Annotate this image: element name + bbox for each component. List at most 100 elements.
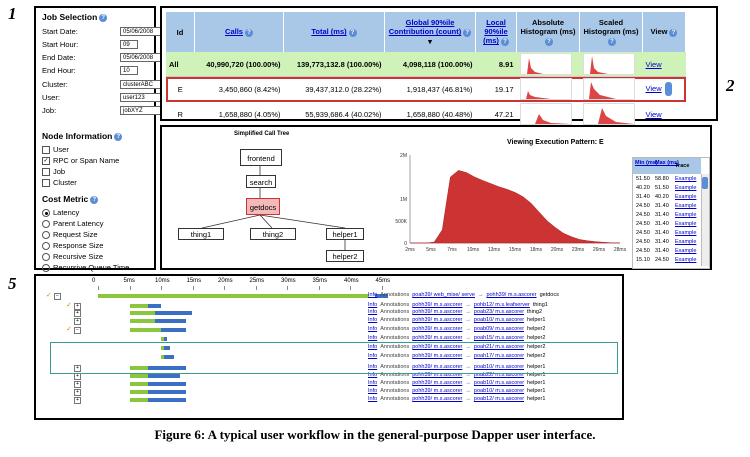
node-option-rpc[interactable]: ✓ RPC or Span Name xyxy=(42,156,120,166)
table-row[interactable]: All 40,990,720 (100.00%) 139,773,132.8 (… xyxy=(166,52,686,77)
service-link[interactable]: pohh39/ m.s.ascorer xyxy=(412,309,463,315)
span-bar-server[interactable] xyxy=(129,328,161,332)
annotations-label[interactable]: Annotations xyxy=(380,335,410,341)
scroll-thumb[interactable] xyxy=(702,177,708,189)
help-icon[interactable]: ? xyxy=(463,28,472,37)
checkbox-checked[interactable]: ✓ xyxy=(42,157,50,166)
span-bar-server[interactable] xyxy=(129,382,149,386)
trace-row[interactable]: 24.50 31.40 Example xyxy=(633,221,701,230)
expand-icon[interactable]: + xyxy=(74,397,81,404)
col-global[interactable]: Global 90%ile Contribution (count) ? ▾ xyxy=(384,12,476,52)
node-option-user[interactable]: User xyxy=(42,145,69,155)
view-link[interactable]: View xyxy=(645,83,662,93)
tree-node-getdocs[interactable]: getdocs xyxy=(246,198,280,215)
span-bar-client[interactable] xyxy=(148,390,187,394)
help-icon[interactable]: ? xyxy=(90,195,99,204)
expand-icon[interactable]: + xyxy=(74,381,81,388)
start-hour-input[interactable]: 09 xyxy=(120,40,138,49)
trace-example-link[interactable]: Example xyxy=(675,248,697,254)
info-link[interactable]: Info xyxy=(368,292,378,298)
annotations-label[interactable]: Annotations xyxy=(380,292,410,298)
expand-icon[interactable]: + xyxy=(74,318,81,325)
metric-request-size[interactable]: Request Size xyxy=(42,230,98,240)
metric-parent-latency[interactable]: Parent Latency xyxy=(42,219,103,229)
trace-row[interactable]: 24.50 31.40 Example xyxy=(633,239,701,248)
trace-row[interactable]: 24.50 31.40 Example xyxy=(633,212,701,221)
radio[interactable] xyxy=(42,220,50,229)
help-icon[interactable]: ? xyxy=(500,37,509,46)
help-icon[interactable]: ? xyxy=(608,37,616,46)
expand-icon[interactable]: + xyxy=(74,365,81,372)
span-bar-server[interactable] xyxy=(129,398,149,402)
service-link[interactable]: pohh39/ m.s.ascorer xyxy=(412,388,463,394)
service-link[interactable]: pohh39/ m.s.ascorer xyxy=(412,302,463,308)
trace-example-link[interactable]: Example xyxy=(675,257,697,263)
timeline-row[interactable]: + Info Annotations pohh39/ m.s.ascorer → poab… xyxy=(44,317,616,325)
span-bar-server[interactable] xyxy=(98,294,369,298)
rpc-link[interactable]: poab10/ m.s.ascorer xyxy=(473,364,525,370)
span-bar-client[interactable] xyxy=(164,346,171,350)
expand-icon[interactable]: + xyxy=(74,373,81,380)
info-link[interactable]: Info xyxy=(368,396,378,402)
span-bar-server[interactable] xyxy=(161,346,165,350)
timeline-row[interactable]: − ✓ Info Annotations pohh39/ m.s.ascorer → poa… xyxy=(44,326,616,334)
span-bar-server[interactable] xyxy=(129,311,155,315)
timeline-row[interactable]: Info Annotations pohh39/ m.s.ascorer → poah1… xyxy=(44,353,616,361)
rpc-link[interactable]: poab10/ m.s.ascorer xyxy=(473,388,525,394)
service-link[interactable]: pohh39/ m.s.ascorer xyxy=(412,380,463,386)
tree-node-thing2[interactable]: thing2 xyxy=(250,228,296,240)
info-link[interactable]: Info xyxy=(368,372,378,378)
timeline-row[interactable]: − ✓ Info Annotations poah39/ web_mise/ serve… xyxy=(44,292,616,300)
span-bar-client[interactable] xyxy=(375,294,388,298)
help-icon[interactable]: ? xyxy=(114,132,123,141)
annotations-label[interactable]: Annotations xyxy=(380,396,410,402)
span-bar-server[interactable] xyxy=(129,390,149,394)
table-row-selected[interactable]: E 3,450,860 (8.42%) 39,437,312.0 (28.22%… xyxy=(166,76,686,102)
collapse-icon[interactable]: − xyxy=(54,293,61,300)
rpc-link[interactable]: pohh39/ m.s.ascorer xyxy=(486,292,537,298)
sort-min-link[interactable]: Min (ms) xyxy=(635,160,658,166)
trace-example-link[interactable]: Example xyxy=(675,176,697,182)
span-bar-server[interactable] xyxy=(161,355,165,359)
annotations-label[interactable]: Annotations xyxy=(380,388,410,394)
trace-example-link[interactable]: Example xyxy=(675,230,697,236)
service-link[interactable]: pohh39/ m.s.ascorer xyxy=(412,364,463,370)
info-link[interactable]: Info xyxy=(368,380,378,386)
sort-calls-link[interactable]: Calls xyxy=(225,27,243,37)
rpc-link[interactable]: poab10/ m.s.ascorer xyxy=(473,317,525,323)
radio[interactable] xyxy=(42,231,50,240)
annotations-label[interactable]: Annotations xyxy=(380,344,410,350)
trace-row[interactable]: 24.50 31.40 Example xyxy=(633,230,701,239)
rpc-link[interactable]: poab22/ m.s.ascorer xyxy=(473,372,525,378)
rpc-link[interactable]: poab10/ m.s.ascorer xyxy=(473,380,525,386)
trace-row[interactable]: 51.50 58.80 Example xyxy=(633,176,701,185)
span-bar-server[interactable] xyxy=(161,337,165,341)
radio[interactable] xyxy=(42,242,50,251)
timeline-row[interactable]: + Info Annotations pohh39/ m.s.ascorer → poab… xyxy=(44,309,616,317)
info-link[interactable]: Info xyxy=(368,344,378,350)
tree-node-search[interactable]: search xyxy=(246,175,276,188)
node-option-cluster[interactable]: Cluster xyxy=(42,178,77,188)
service-link[interactable]: pohh39/ m.s.ascorer xyxy=(412,317,463,323)
metric-response-size[interactable]: Response Size xyxy=(42,241,103,251)
view-link[interactable]: View xyxy=(645,109,662,119)
span-bar-server[interactable] xyxy=(129,374,149,378)
tree-node-thing1[interactable]: thing1 xyxy=(178,228,224,240)
timeline-row[interactable]: + ✓ Info Annotations pohh39/ m.s.ascorer → poh… xyxy=(44,302,616,310)
info-link[interactable]: Info xyxy=(368,317,378,323)
timeline-row[interactable]: Info Annotations pohh39/ m.s.ascorer → poah2… xyxy=(44,344,616,352)
help-icon[interactable]: ? xyxy=(669,28,678,37)
service-link[interactable]: pohh39/ m.s.ascorer xyxy=(412,372,463,378)
span-bar-server[interactable] xyxy=(129,366,149,370)
checkbox[interactable] xyxy=(42,168,50,177)
rpc-link[interactable]: poah17/ m.s.ascorer xyxy=(473,353,525,359)
end-hour-input[interactable]: 10 xyxy=(120,66,138,75)
info-link[interactable]: Info xyxy=(368,309,378,315)
node-option-job[interactable]: Job xyxy=(42,167,65,177)
trace-row[interactable]: 40.20 51.50 Example xyxy=(633,185,701,194)
tree-node-helper2[interactable]: helper2 xyxy=(326,250,364,262)
collapse-icon[interactable]: − xyxy=(74,327,81,334)
trace-row[interactable]: 31.40 40.20 Example xyxy=(633,194,701,203)
span-bar-client[interactable] xyxy=(161,328,187,332)
expand-icon[interactable]: + xyxy=(74,310,81,317)
